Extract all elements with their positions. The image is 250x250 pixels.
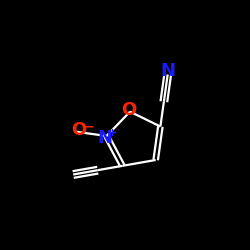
Text: O: O (121, 101, 136, 119)
Text: N: N (161, 62, 176, 80)
Text: N: N (98, 130, 113, 148)
Text: +: + (108, 128, 117, 138)
Text: −: − (84, 120, 94, 134)
Text: O: O (71, 121, 86, 139)
